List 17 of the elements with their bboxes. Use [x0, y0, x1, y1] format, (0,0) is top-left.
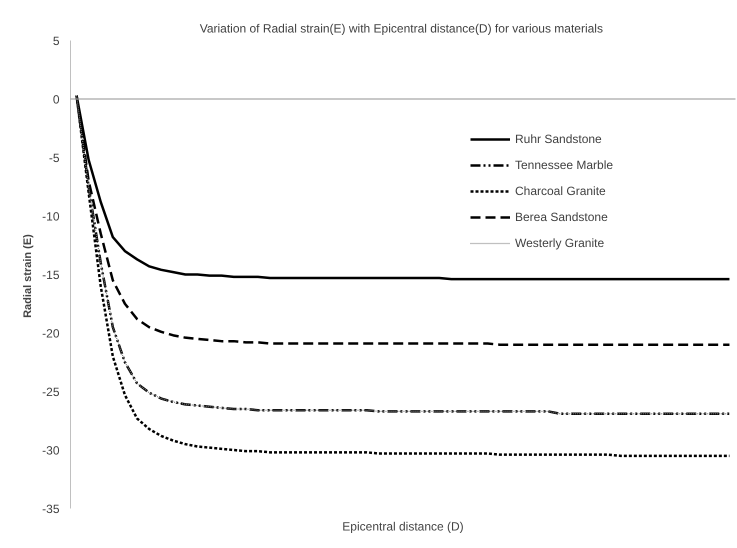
y-tick-label: -15 [42, 268, 60, 282]
y-tick-label: -10 [42, 210, 60, 224]
legend-label: Westerly Granite [515, 236, 604, 250]
legend-label: Ruhr Sandstone [515, 132, 602, 146]
y-tick-label: -30 [42, 444, 60, 458]
y-tick-label: -20 [42, 326, 60, 340]
chart-title: Variation of Radial strain(E) with Epicentral distance(D) for various materials [200, 22, 603, 36]
y-tick-label: -5 [48, 151, 60, 165]
y-tick-label: -25 [42, 385, 60, 399]
legend-label: Tennessee Marble [515, 158, 614, 172]
y-tick-label: -35 [42, 502, 60, 516]
y-tick-label: 0 [52, 92, 60, 106]
legend-label: Berea Sandstone [515, 210, 608, 224]
x-axis-title: Epicentral distance (D) [342, 520, 464, 534]
y-tick-label: 5 [52, 34, 60, 48]
legend-label: Charcoal Granite [515, 184, 606, 198]
y-axis-title: Radial strain (E) [22, 234, 34, 318]
